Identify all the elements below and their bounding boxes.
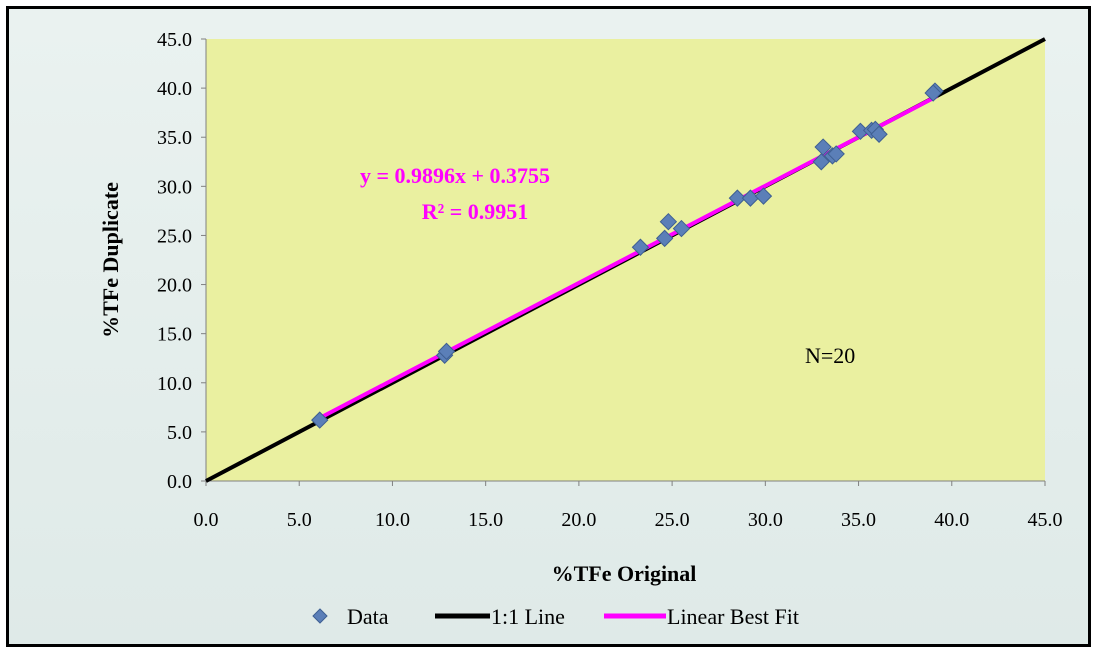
x-tick-label: 40.0 — [934, 509, 969, 531]
data-points — [311, 82, 944, 429]
x-tick-label: 10.0 — [375, 509, 410, 531]
data-point — [655, 229, 674, 248]
data-point — [728, 189, 747, 207]
legend-label-best-fit: Linear Best Fit — [667, 604, 799, 629]
y-tick-label: 45.0 — [157, 29, 192, 51]
data-point — [631, 238, 650, 256]
regression-equation: y = 0.9896x + 0.3755 — [360, 163, 550, 188]
y-axis-ticks: 0.0 5.0 10.0 15.0 20.0 25.0 30.0 35.0 40.0 45.0 — [157, 29, 206, 493]
y-tick-label: 15.0 — [157, 324, 192, 346]
x-tick-label: 45.0 — [1028, 509, 1063, 531]
y-axis-label: %TFe Duplicate — [98, 182, 123, 338]
data-point — [870, 125, 888, 143]
y-tick-label: 40.0 — [157, 78, 192, 100]
x-tick-label: 5.0 — [287, 509, 312, 531]
data-point — [659, 212, 678, 231]
sample-count-label: N=20 — [805, 343, 855, 368]
y-tick-label: 25.0 — [157, 225, 192, 247]
y-tick-label: 30.0 — [157, 176, 192, 198]
y-tick-label: 35.0 — [157, 127, 192, 149]
data-point — [814, 138, 832, 156]
data-point — [924, 84, 942, 102]
axes — [205, 39, 1045, 482]
legend: Data 1:1 Line Linear Best Fit — [312, 604, 799, 629]
legend-label-1to1: 1:1 Line — [491, 604, 565, 629]
data-point — [437, 342, 456, 361]
data-point — [311, 411, 329, 429]
x-axis-label: %TFe Original — [552, 561, 697, 586]
x-tick-label: 20.0 — [561, 509, 596, 531]
legend-marker-data — [312, 608, 328, 624]
x-tick-label: 15.0 — [468, 509, 503, 531]
data-point — [827, 145, 845, 163]
data-point — [672, 219, 691, 238]
x-tick-label: 0.0 — [194, 509, 219, 531]
r-squared-label: R² = 0.9951 — [422, 199, 529, 224]
x-tick-label: 35.0 — [841, 509, 876, 531]
data-point — [812, 153, 830, 171]
x-axis-ticks: 0.0 5.0 10.0 15.0 20.0 25.0 30.0 35.0 40.0 45.0 — [194, 481, 1063, 531]
x-tick-label: 30.0 — [748, 509, 783, 531]
y-tick-label: 5.0 — [167, 422, 192, 444]
data-point — [754, 187, 773, 205]
y-tick-label: 10.0 — [157, 373, 192, 395]
y-tick-label: 20.0 — [157, 275, 192, 297]
x-tick-label: 25.0 — [655, 509, 690, 531]
legend-label-data: Data — [347, 604, 389, 629]
y-tick-label: 0.0 — [167, 471, 192, 493]
